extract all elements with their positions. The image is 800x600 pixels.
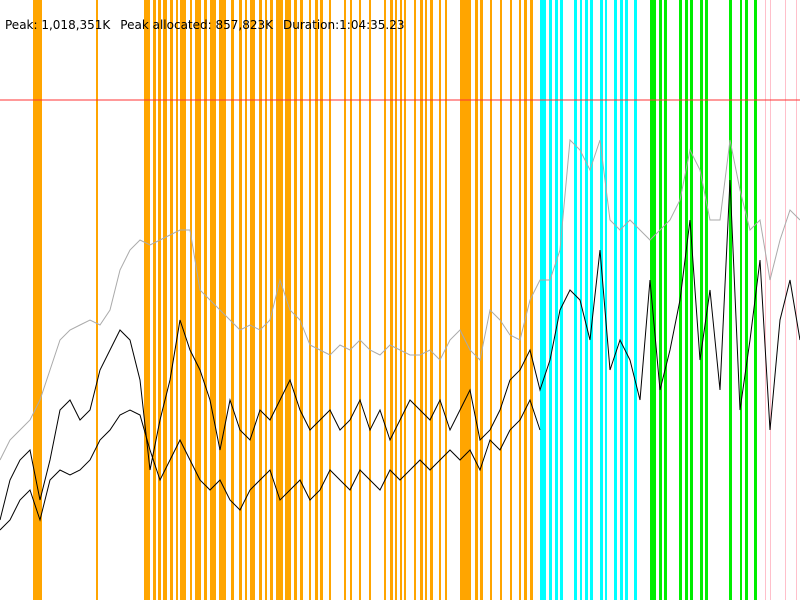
event-band — [190, 0, 192, 600]
memory-line — [0, 138, 800, 461]
event-band — [745, 0, 748, 600]
event-band — [245, 0, 247, 600]
event-band — [153, 0, 156, 600]
event-band — [625, 0, 628, 600]
event-band — [439, 0, 441, 600]
event-band — [530, 0, 533, 600]
event-band — [250, 0, 255, 600]
event-band — [460, 0, 471, 600]
event-band — [33, 0, 42, 600]
event-band — [204, 0, 207, 600]
event-band — [414, 0, 416, 600]
event-band — [664, 0, 667, 600]
event-band — [315, 0, 318, 600]
event-band — [620, 0, 623, 600]
event-band — [276, 0, 283, 600]
event-band — [574, 0, 577, 600]
event-band — [285, 0, 291, 600]
event-band — [650, 0, 656, 600]
event-band — [395, 0, 397, 600]
event-band — [176, 0, 178, 600]
event-band — [384, 0, 386, 600]
event-band — [690, 0, 693, 600]
event-band — [519, 0, 521, 600]
event-band — [329, 0, 331, 600]
event-band — [685, 0, 688, 600]
event-band — [404, 0, 406, 600]
event-band — [510, 0, 512, 600]
peak-allocated-label: Peak allocated: 857,823K — [120, 18, 273, 32]
event-band — [158, 0, 161, 600]
event-band — [400, 0, 402, 600]
event-band — [614, 0, 617, 600]
event-band — [163, 0, 167, 600]
event-band — [770, 0, 771, 600]
event-band — [350, 0, 352, 600]
event-band — [765, 0, 766, 600]
event-band — [555, 0, 558, 600]
peak-label: Peak: 1,018,351K — [5, 18, 111, 32]
event-band — [475, 0, 478, 600]
event-band — [210, 0, 216, 600]
event-band — [500, 0, 502, 600]
event-band — [740, 0, 742, 600]
event-band — [605, 0, 607, 600]
event-band — [195, 0, 201, 600]
duration-label: Duration:1:04:35.23 — [282, 18, 405, 32]
event-band — [309, 0, 311, 600]
event-band — [294, 0, 297, 600]
event-band — [590, 0, 593, 600]
event-band — [170, 0, 173, 600]
event-band — [219, 0, 226, 600]
event-band — [344, 0, 346, 600]
event-band — [524, 0, 527, 600]
event-band — [320, 0, 323, 600]
event-band — [359, 0, 361, 600]
memory-line — [0, 398, 541, 531]
event-band — [585, 0, 588, 600]
event-band — [425, 0, 427, 600]
memory-line — [0, 179, 800, 521]
event-band — [259, 0, 262, 600]
event-band — [239, 0, 242, 600]
event-band — [231, 0, 234, 600]
event-band — [580, 0, 582, 600]
event-band — [180, 0, 186, 600]
event-band — [96, 0, 98, 600]
event-band — [420, 0, 423, 600]
event-band — [300, 0, 303, 600]
event-band — [270, 0, 273, 600]
event-band — [480, 0, 483, 600]
event-band — [540, 0, 546, 600]
event-band — [549, 0, 552, 600]
event-band — [729, 0, 732, 600]
event-band — [369, 0, 371, 600]
event-band — [390, 0, 393, 600]
event-band — [700, 0, 703, 600]
event-band — [265, 0, 267, 600]
event-band — [634, 0, 637, 600]
event-band — [445, 0, 447, 600]
event-band — [490, 0, 492, 600]
event-band — [705, 0, 708, 600]
event-band — [430, 0, 433, 600]
event-band — [659, 0, 662, 600]
event-band — [560, 0, 563, 600]
event-band — [600, 0, 603, 600]
event-band — [796, 0, 797, 600]
event-band — [144, 0, 150, 600]
summary: Peak: 1,018,351K Peak allocated: 857,823K… — [5, 4, 415, 32]
